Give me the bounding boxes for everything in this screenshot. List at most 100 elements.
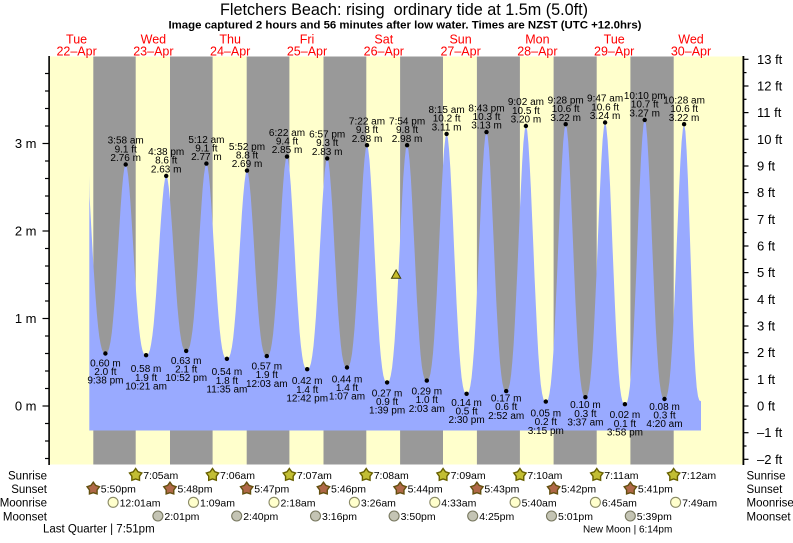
svg-text:7:12am: 7:12am — [681, 470, 716, 482]
svg-text:3:37 am: 3:37 am — [567, 417, 603, 428]
svg-text:4 ft: 4 ft — [757, 292, 775, 307]
svg-text:4:20 am: 4:20 am — [646, 419, 682, 430]
svg-text:3.27 m: 3.27 m — [629, 108, 660, 119]
svg-text:1 m: 1 m — [15, 311, 37, 326]
svg-text:New Moon | 6:14pm: New Moon | 6:14pm — [583, 525, 672, 536]
svg-text:9:38 pm: 9:38 pm — [87, 376, 123, 387]
svg-text:12:01am: 12:01am — [120, 497, 161, 509]
svg-text:6:45am: 6:45am — [602, 497, 637, 509]
svg-text:Moonset: Moonset — [3, 511, 48, 523]
svg-text:7:10am: 7:10am — [527, 470, 562, 482]
svg-text:3.22 m: 3.22 m — [550, 113, 581, 124]
svg-text:7:11am: 7:11am — [604, 470, 638, 482]
svg-text:26–Apr: 26–Apr — [364, 45, 404, 59]
svg-text:Image captured 2 hours and 56: Image captured 2 hours and 56 minutes af… — [169, 20, 642, 32]
svg-text:7 ft: 7 ft — [757, 212, 775, 227]
svg-text:2:01pm: 2:01pm — [164, 511, 199, 523]
svg-text:9 ft: 9 ft — [757, 159, 775, 174]
svg-text:Fletchers Beach: rising ordin: Fletchers Beach: rising ordinary tide at… — [220, 1, 588, 19]
svg-text:7:07am: 7:07am — [297, 470, 332, 482]
svg-text:5:50pm: 5:50pm — [101, 484, 136, 496]
svg-text:Sunrise: Sunrise — [8, 470, 47, 482]
svg-text:5:43pm: 5:43pm — [484, 484, 519, 496]
svg-text:5:44pm: 5:44pm — [408, 484, 443, 496]
svg-text:2.77 m: 2.77 m — [191, 152, 222, 163]
svg-text:13 ft: 13 ft — [757, 52, 783, 67]
svg-text:5:01pm: 5:01pm — [558, 511, 593, 523]
svg-text:2.63 m: 2.63 m — [151, 164, 182, 175]
svg-text:24–Apr: 24–Apr — [210, 45, 250, 59]
svg-text:5:41pm: 5:41pm — [638, 484, 673, 496]
svg-text:1:09am: 1:09am — [200, 497, 235, 509]
svg-text:4:25pm: 4:25pm — [479, 511, 514, 523]
svg-text:7:08am: 7:08am — [374, 470, 409, 482]
svg-text:27–Apr: 27–Apr — [440, 45, 480, 59]
svg-text:4:33am: 4:33am — [441, 497, 476, 509]
svg-text:Moonrise: Moonrise — [747, 498, 793, 510]
svg-text:Last Quarter | 7:51pm: Last Quarter | 7:51pm — [43, 524, 155, 536]
svg-text:7:49am: 7:49am — [682, 497, 717, 509]
svg-text:10:21 am: 10:21 am — [125, 381, 167, 392]
svg-text:29–Apr: 29–Apr — [594, 45, 634, 59]
svg-text:2:03 am: 2:03 am — [409, 404, 445, 415]
svg-text:2.83 m: 2.83 m — [312, 147, 343, 158]
svg-text:5:48pm: 5:48pm — [178, 484, 213, 496]
svg-text:3:26am: 3:26am — [361, 497, 396, 509]
svg-text:3.13 m: 3.13 m — [471, 121, 502, 132]
svg-text:7:09am: 7:09am — [451, 470, 486, 482]
svg-text:5:40am: 5:40am — [522, 497, 557, 509]
svg-text:2.98 m: 2.98 m — [392, 134, 423, 145]
svg-text:3 m: 3 m — [15, 136, 37, 151]
svg-text:0 m: 0 m — [15, 399, 37, 414]
svg-text:2 ft: 2 ft — [757, 345, 775, 360]
svg-text:25–Apr: 25–Apr — [287, 45, 327, 59]
svg-text:3.22 m: 3.22 m — [669, 113, 700, 124]
svg-text:2.98 m: 2.98 m — [352, 134, 383, 145]
svg-text:2.69 m: 2.69 m — [232, 159, 263, 170]
svg-text:2 m: 2 m — [15, 224, 37, 239]
svg-text:30–Apr: 30–Apr — [671, 45, 711, 59]
svg-text:Moonset: Moonset — [747, 511, 792, 523]
svg-text:12:42 pm: 12:42 pm — [286, 393, 328, 404]
svg-text:2:18am: 2:18am — [281, 497, 316, 509]
svg-text:8 ft: 8 ft — [757, 185, 775, 200]
svg-text:5:47pm: 5:47pm — [254, 484, 289, 496]
svg-text:12:03 am: 12:03 am — [246, 379, 288, 390]
svg-text:1:39 pm: 1:39 pm — [369, 406, 405, 417]
svg-text:1 ft: 1 ft — [757, 372, 775, 387]
svg-text:Sunrise: Sunrise — [747, 470, 786, 482]
svg-text:2.85 m: 2.85 m — [272, 145, 303, 156]
svg-text:28–Apr: 28–Apr — [517, 45, 557, 59]
svg-text:10 ft: 10 ft — [757, 132, 783, 147]
svg-text:11:35 am: 11:35 am — [206, 384, 247, 395]
svg-text:–2 ft: –2 ft — [757, 452, 783, 467]
svg-text:5 ft: 5 ft — [757, 265, 775, 280]
svg-text:0 ft: 0 ft — [757, 399, 775, 414]
svg-text:Sunset: Sunset — [747, 484, 784, 496]
svg-text:23–Apr: 23–Apr — [133, 45, 173, 59]
svg-text:3.11 m: 3.11 m — [432, 122, 462, 133]
svg-text:3:58 pm: 3:58 pm — [607, 427, 643, 438]
svg-text:7:06am: 7:06am — [220, 470, 255, 482]
svg-text:5:42pm: 5:42pm — [561, 484, 596, 496]
svg-text:3 ft: 3 ft — [757, 319, 775, 334]
svg-text:3:16pm: 3:16pm — [322, 511, 357, 523]
svg-text:6 ft: 6 ft — [757, 239, 775, 254]
svg-text:3:50pm: 3:50pm — [401, 511, 436, 523]
svg-text:Sunset: Sunset — [11, 484, 48, 496]
svg-text:3.24 m: 3.24 m — [590, 111, 621, 122]
svg-text:1:07 am: 1:07 am — [329, 392, 365, 403]
svg-text:2:40pm: 2:40pm — [243, 511, 278, 523]
svg-text:11 ft: 11 ft — [757, 105, 782, 120]
svg-text:3:15 pm: 3:15 pm — [528, 426, 564, 437]
svg-text:2:52 am: 2:52 am — [488, 411, 524, 422]
svg-text:7:05am: 7:05am — [143, 470, 178, 482]
svg-text:5:39pm: 5:39pm — [637, 511, 672, 523]
svg-text:10:52 pm: 10:52 pm — [165, 373, 207, 384]
svg-text:2:30 pm: 2:30 pm — [449, 415, 485, 426]
svg-text:2.76 m: 2.76 m — [110, 153, 141, 164]
svg-text:12 ft: 12 ft — [757, 79, 783, 94]
svg-text:Moonrise: Moonrise — [0, 498, 47, 510]
svg-text:22–Apr: 22–Apr — [56, 45, 96, 59]
svg-text:3.20 m: 3.20 m — [511, 115, 542, 126]
